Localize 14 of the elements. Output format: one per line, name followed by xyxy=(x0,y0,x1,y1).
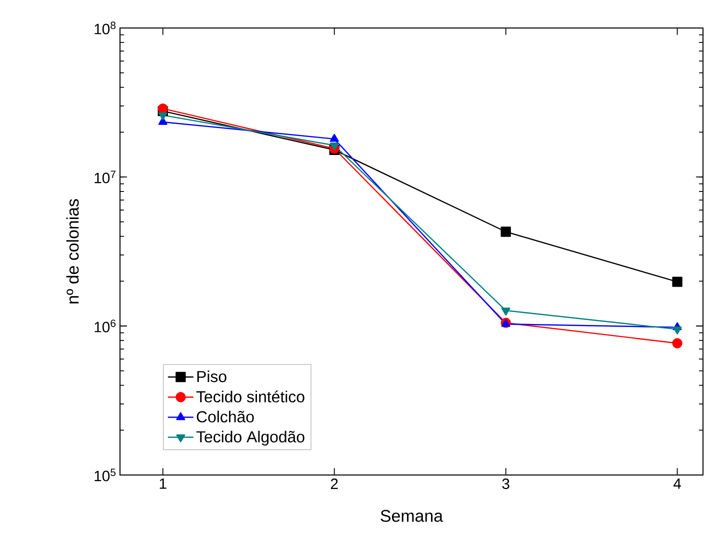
y-tick-label: 10$^{7}$ xyxy=(94,170,116,184)
y-tick-label: 10$^{8}$ xyxy=(94,22,116,34)
x-tick-label: 2 xyxy=(330,478,338,489)
y-tick-label: 10$^{6}$ xyxy=(94,320,116,332)
legend-label: Tecido sintético xyxy=(196,390,304,402)
x-tick-label: 4 xyxy=(673,478,682,489)
x-axis-title: Semana xyxy=(380,510,444,522)
legend-label: Tecido Algodão xyxy=(196,430,304,446)
y-tick-label: 10$^{5}$ xyxy=(94,468,116,482)
y-axis-title: nº de colonias xyxy=(66,199,79,304)
legend-label: Piso xyxy=(197,370,226,382)
x-tick-label: 1 xyxy=(160,478,166,489)
x-tick-label: 3 xyxy=(502,478,510,490)
legend-label: Colchão xyxy=(196,410,254,422)
